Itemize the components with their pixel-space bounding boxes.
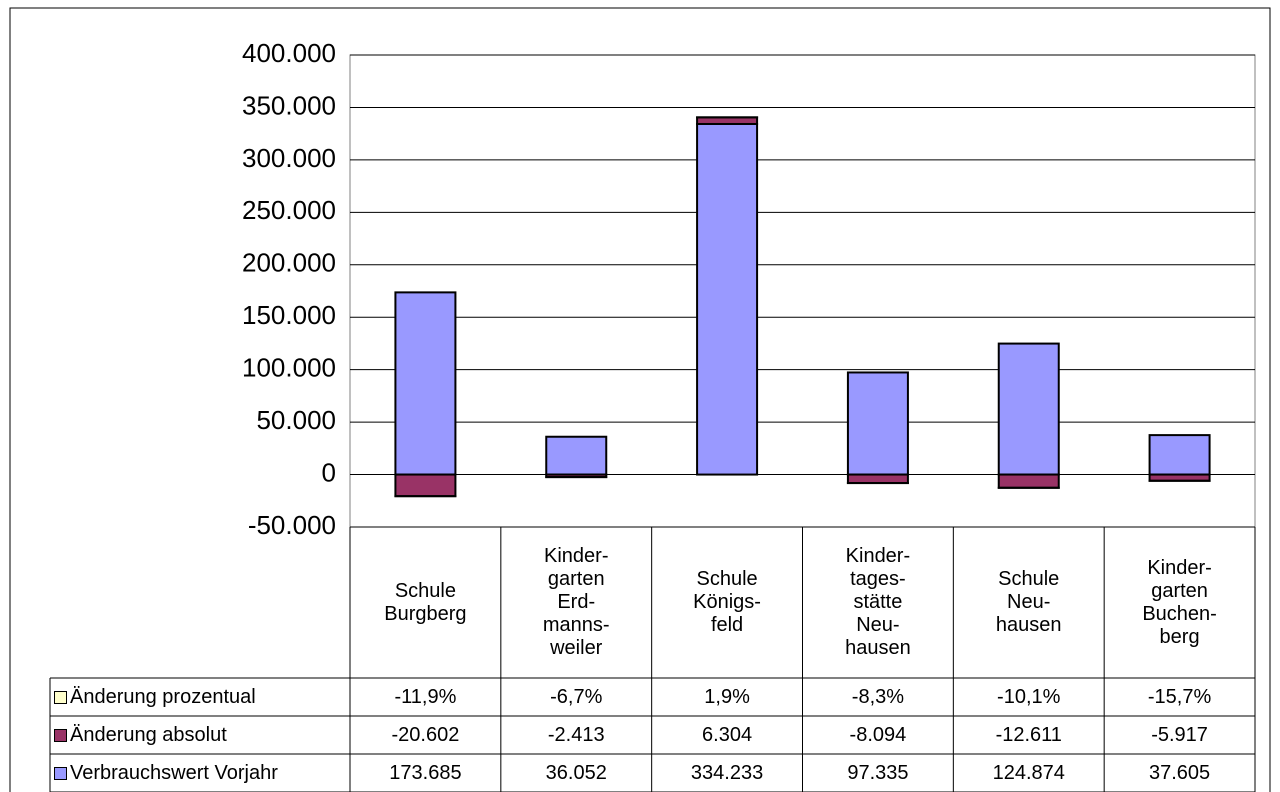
data-label: -2.413 [547,723,605,746]
data-label: 173.685 [389,761,462,784]
y-tick-label: 150.000 [242,300,336,330]
data-label: -15,7% [1147,685,1212,708]
bar-segment [846,371,909,476]
plot-area [349,54,1256,528]
category-label: Schule Neu- hausen [995,568,1062,636]
bar-segment [997,342,1060,476]
data-label: 97.335 [847,761,909,784]
data-label: -10,1% [997,685,1061,708]
data-label: -20.602 [391,723,460,746]
category-label: Kinder- garten Buchen- berg [1142,556,1217,648]
legend-swatch [54,728,67,742]
category-label: Kinder- garten Erd- manns- weiler [542,545,610,659]
y-tick-label: 0 [322,457,336,487]
data-label: 1,9% [704,685,750,708]
data-label: -8.094 [849,723,907,746]
y-tick-label: 300.000 [242,143,336,173]
data-label: 124.874 [992,761,1065,784]
y-tick-label: 400.000 [242,38,336,68]
legend-swatch [54,766,67,780]
legend-label: Änderung prozentual [70,685,256,708]
legend-label: Verbrauchswert Vorjahr [70,761,278,784]
data-label: 36.052 [545,761,607,784]
data-label: 334.233 [690,761,764,784]
bar-segment [846,473,909,485]
bar-segment [696,122,759,476]
y-tick-label: 250.000 [242,195,336,225]
legend-label: Änderung absolut [70,723,227,746]
y-tick-label: 200.000 [242,248,336,278]
legend-swatch [54,690,67,704]
data-label: 6.304 [702,723,753,746]
data-label: -8,3% [851,685,905,708]
y-tick-label: 50.000 [256,405,336,435]
y-tick-label: 100.000 [242,353,336,383]
data-label: -12.611 [995,723,1062,746]
bar-segment [997,473,1060,489]
category-label: Schule Burgberg [384,579,467,625]
bar-segment [1148,434,1211,476]
category-label: Schule Königs- feld [693,568,761,636]
y-tick-label: 350.000 [242,90,336,120]
data-label: 37.605 [1148,761,1211,784]
category-label: Kinder- tages- stätte Neu- hausen [845,545,911,659]
data-label: -6,7% [550,685,603,708]
bar-segment [545,435,608,476]
bar-segment [394,473,457,498]
data-label: -11,9% [394,685,457,708]
legend-entry: Änderung absolut [50,716,350,754]
data-label: -5.917 [1151,723,1208,746]
bar-segment [394,291,457,476]
legend-entry: Verbrauchswert Vorjahr [50,754,350,792]
legend-entry: Änderung prozentual [50,678,350,716]
chart-border [9,7,1271,792]
y-tick-label: -50.000 [248,510,336,540]
